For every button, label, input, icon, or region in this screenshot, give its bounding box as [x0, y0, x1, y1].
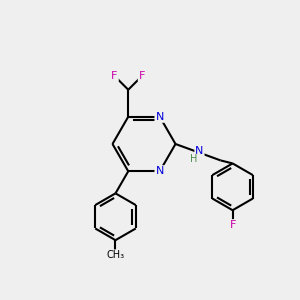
Text: F: F [230, 220, 236, 230]
Text: N: N [156, 166, 164, 176]
Text: N: N [195, 146, 204, 156]
Text: CH₃: CH₃ [106, 250, 124, 260]
Text: N: N [156, 112, 164, 122]
Text: F: F [111, 71, 118, 81]
Text: H: H [190, 154, 198, 164]
Text: F: F [139, 71, 145, 81]
